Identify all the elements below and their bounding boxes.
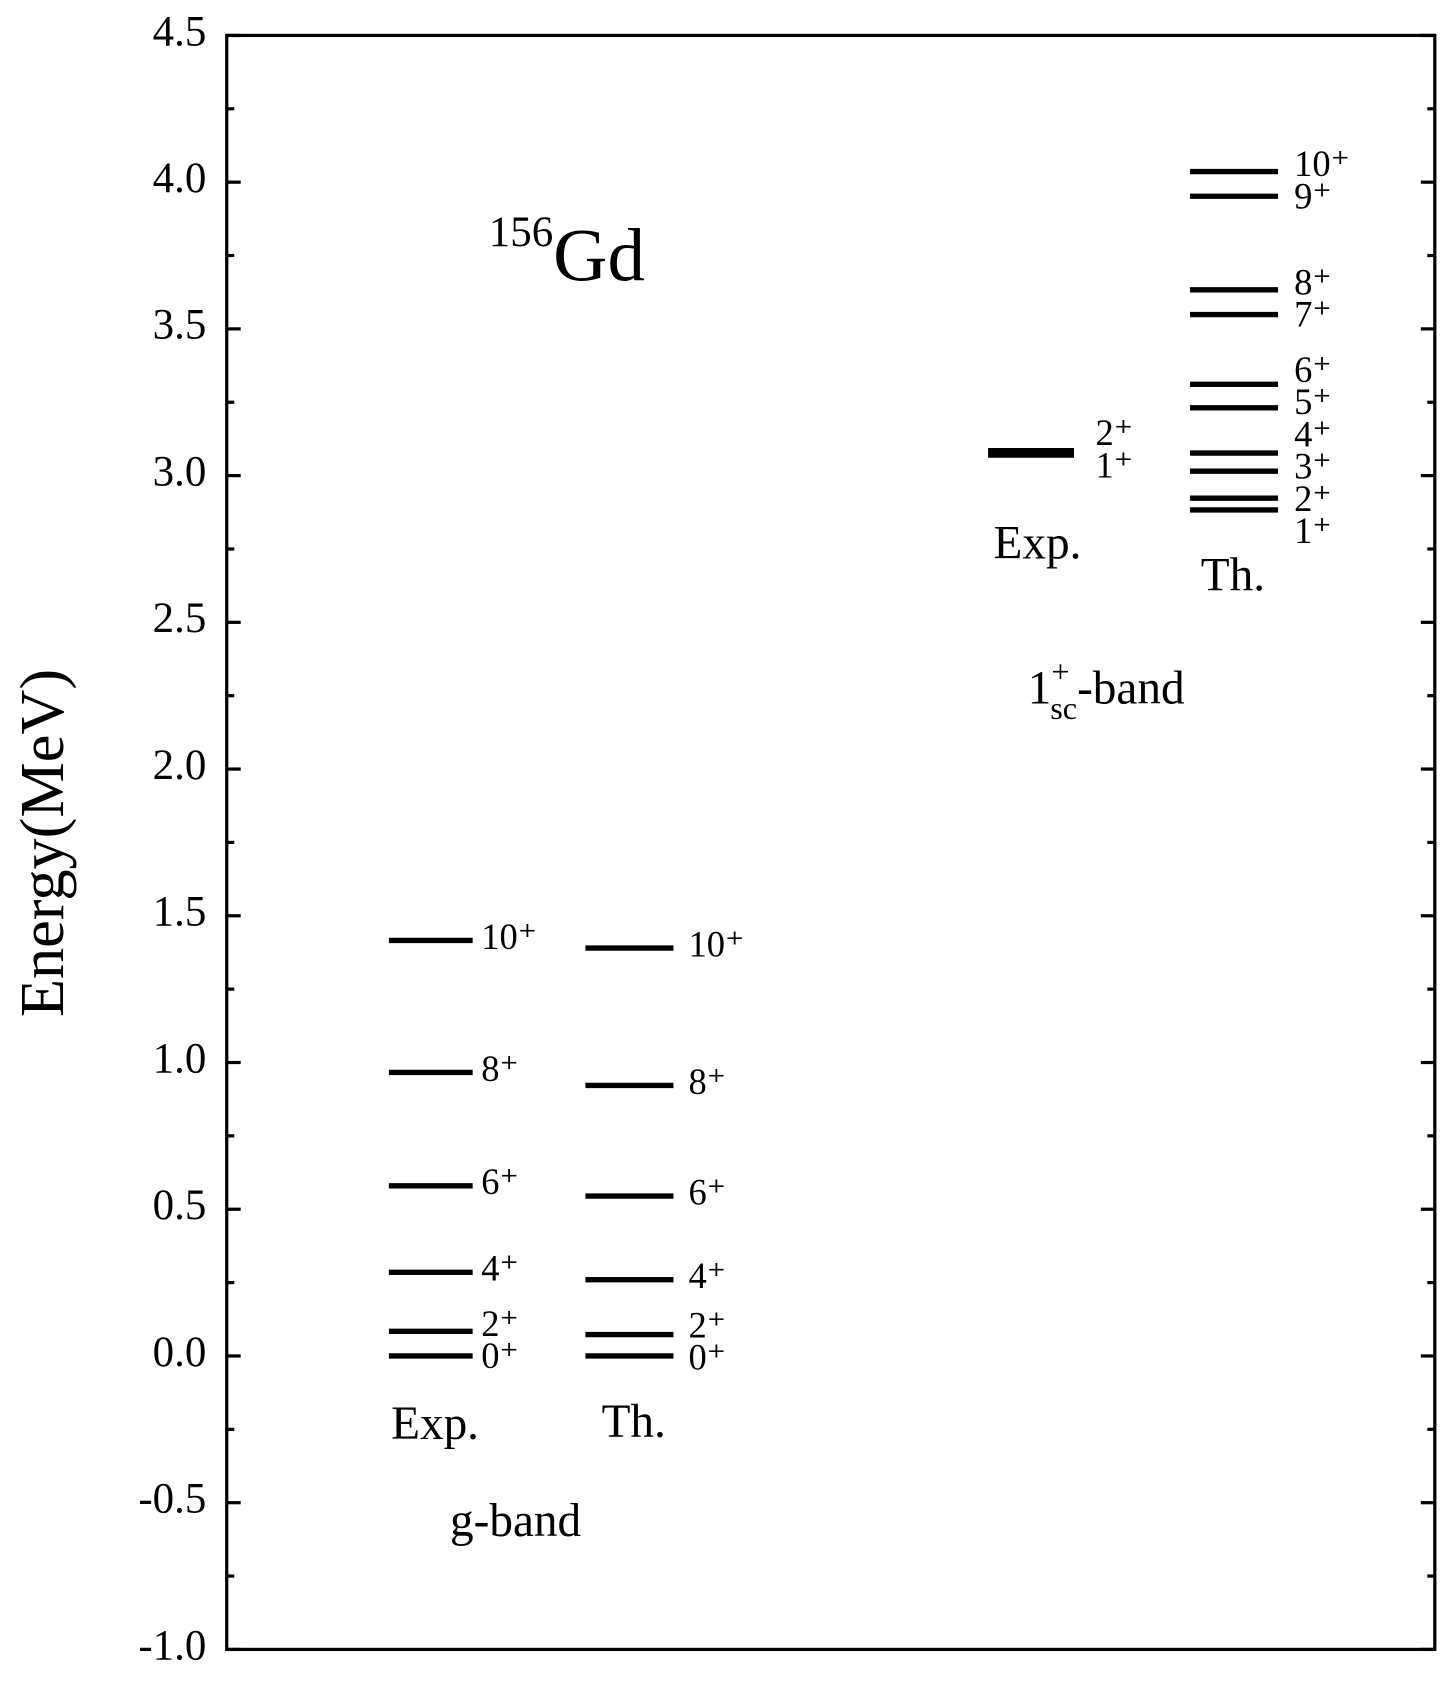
- y-tick-label: 4.5: [153, 8, 207, 55]
- level-label: 0⁺: [688, 1337, 726, 1378]
- title-mass: 156: [489, 209, 553, 256]
- level-label: 8⁺: [481, 1048, 519, 1089]
- level-label: 6⁺: [1294, 349, 1332, 390]
- level-label: 8⁺: [688, 1061, 726, 1102]
- y-tick-label: 3.5: [153, 302, 207, 349]
- band-name-main: 1: [1028, 662, 1052, 714]
- y-tick-label: -0.5: [138, 1476, 206, 1523]
- level-label: 10⁺: [481, 916, 537, 957]
- band-name: 1+ sc-band: [1028, 654, 1185, 727]
- y-tick-label: -1.0: [138, 1622, 206, 1669]
- level-label: 2⁺: [1294, 478, 1332, 519]
- level-label: 2⁺: [688, 1305, 726, 1346]
- y-tick-label: 3.0: [153, 448, 207, 495]
- y-tick-label: 0.0: [153, 1329, 207, 1376]
- band-name-rest: g-band: [450, 1495, 582, 1547]
- title-symbol: Gd: [553, 214, 645, 297]
- level-label: 4⁺: [688, 1255, 726, 1296]
- y-tick-label: 2.0: [153, 742, 207, 789]
- level-label: 2⁺: [481, 1303, 519, 1344]
- level-label: 6⁺: [688, 1171, 726, 1212]
- column-name: Th.: [602, 1396, 666, 1448]
- level-label: 1⁺: [1294, 510, 1332, 551]
- level-label: 7⁺: [1294, 294, 1332, 335]
- level-label: 6⁺: [481, 1161, 519, 1202]
- column-name: Exp.: [994, 518, 1082, 570]
- level-label: 8⁺: [1294, 261, 1332, 302]
- y-tick-label: 1.5: [153, 889, 207, 936]
- column-name: Th.: [1201, 550, 1265, 602]
- level-label: 10⁺: [1294, 143, 1350, 184]
- level-label: 1⁺: [1095, 444, 1133, 485]
- column-name: Exp.: [391, 1398, 479, 1450]
- y-tick-label: 0.5: [153, 1182, 207, 1229]
- y-tick-label: 2.5: [153, 595, 207, 642]
- level-label: 4⁺: [481, 1248, 519, 1289]
- level-label: 3⁺: [1294, 446, 1332, 487]
- level-label: 10⁺: [688, 923, 744, 964]
- band-name-sub: sc: [1050, 690, 1077, 726]
- band-name-rest: -band: [1077, 662, 1185, 714]
- y-tick-label: 1.0: [153, 1035, 207, 1082]
- level-label: 0⁺: [481, 1335, 519, 1376]
- band-name-sup: +: [1051, 654, 1069, 690]
- y-axis-label: Energy(MeV): [9, 669, 77, 1017]
- level-label: 2⁺: [1095, 412, 1133, 453]
- y-tick-label: 4.0: [153, 155, 207, 202]
- level-label: 9⁺: [1294, 175, 1332, 216]
- level-label: 5⁺: [1294, 381, 1332, 422]
- band-name: g-band: [450, 1495, 582, 1547]
- level-label: 4⁺: [1294, 413, 1332, 454]
